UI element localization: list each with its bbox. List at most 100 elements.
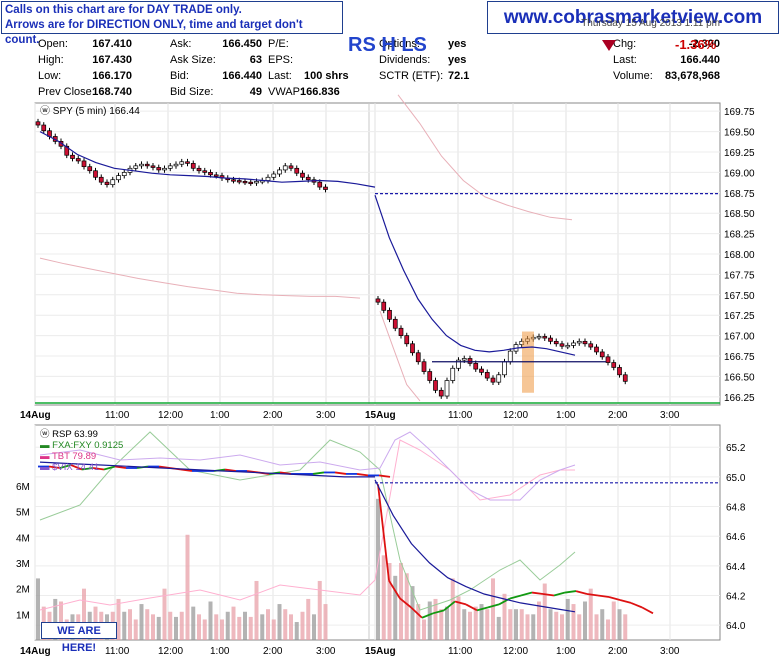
candle-body-day1: [242, 181, 248, 184]
candle-body-day1: [196, 167, 202, 172]
indicator-axis-label: 1:00: [556, 646, 576, 657]
volume-bar-day2: [422, 619, 426, 640]
volume-bar-day1: [185, 534, 190, 640]
indicator-axis-label: 2:00: [608, 646, 628, 657]
quote-label: Bid:: [170, 70, 189, 82]
candle-body-day2: [444, 380, 450, 397]
candle-body-day2: [622, 374, 628, 382]
price-axis-tick: 169.50: [724, 128, 755, 139]
volume-bar-day1: [254, 580, 259, 640]
volume-bar-day1: [277, 604, 282, 640]
candle-body-day2: [617, 367, 622, 376]
volume-bar-day2: [479, 604, 484, 640]
volume-bar-day1: [116, 598, 121, 640]
indicator-axis-label: 12:00: [158, 646, 183, 657]
price-axis-label: 12:00: [158, 410, 183, 421]
candle-body-day1: [213, 174, 219, 177]
candle-body-day1: [202, 170, 208, 173]
indicator-axis-tick: 65.2: [726, 443, 746, 454]
bollinger-upper-day2: [397, 94, 573, 221]
quote-value: 166.440: [222, 70, 262, 82]
volume-bar-day2: [508, 609, 513, 640]
candle-body-day2: [605, 356, 611, 363]
quote-label: VWAP:: [268, 86, 304, 98]
rsp-segment-day1: [312, 471, 325, 475]
candle-body-day1: [179, 161, 185, 165]
price-axis-label: 2:00: [608, 410, 628, 421]
candle-body-day2: [415, 352, 421, 363]
candle-body-day1: [133, 165, 139, 169]
candle-body-day1: [300, 172, 305, 178]
volume-bar-day2: [468, 611, 472, 640]
indicator-legend-item: ▬ TBT 79.89: [40, 451, 96, 462]
volume-bar-day2: [456, 596, 461, 640]
quote-label: EPS:: [268, 54, 294, 66]
volume-bar-day2: [439, 609, 444, 640]
fxa-fxy-line: [39, 431, 576, 611]
quote-value: 166.836: [300, 86, 340, 98]
rsp-segment-day1: [114, 465, 127, 469]
volume-bar-day1: [283, 609, 288, 640]
volume-bar-day1: [168, 611, 173, 640]
price-axis-tick: 166.25: [724, 393, 755, 404]
candle-body-day1: [35, 121, 41, 126]
price-axis-label: 1:00: [210, 410, 230, 421]
candle-body-day1: [288, 165, 294, 169]
rsp-segment-day2: [465, 603, 478, 612]
indicator-axis-label: 12:00: [503, 646, 528, 657]
rsp-segment-day2: [542, 593, 555, 597]
volume-bar-day1: [271, 619, 276, 640]
price-axis-tick: 168.75: [724, 189, 755, 200]
volume-bar-day2: [542, 583, 547, 640]
rsp-segment-day1: [70, 464, 83, 471]
quote-value: yes: [448, 54, 467, 66]
candle-body-day1: [75, 158, 81, 162]
quote-label: Options:: [379, 38, 420, 50]
candle-body-day2: [421, 361, 427, 372]
volume-bar-day2: [623, 614, 628, 640]
price-axis-tick: 166.50: [724, 372, 755, 383]
site-url-banner[interactable]: www.cobrasmarketview.com: [487, 1, 779, 34]
volume-bar-day1: [294, 622, 299, 640]
quote-value: 100 shrs: [304, 70, 349, 82]
candle-body-day1: [254, 181, 259, 184]
rsp-segment-day2: [443, 600, 456, 612]
volume-bar-day2: [565, 598, 570, 640]
rsp-segment-day1: [334, 471, 347, 475]
candle-body-day2: [450, 367, 456, 381]
candle-body-day2: [467, 358, 473, 364]
volume-bar-day1: [128, 609, 132, 640]
candle-body-day1: [121, 172, 127, 176]
quote-label: Open:: [38, 38, 68, 50]
price-axis-tick: 169.00: [724, 168, 755, 179]
candle-body-day2: [588, 343, 594, 348]
rsp-segment-day2: [377, 484, 390, 581]
volume-bar-day2: [450, 578, 455, 640]
volume-bar-day2: [433, 598, 438, 640]
rsp-segment-day2: [630, 602, 643, 609]
volume-bar-day1: [122, 611, 127, 640]
rsp-segment-day2: [410, 606, 423, 619]
volume-bar-day2: [381, 555, 386, 640]
candle-body-day2: [490, 377, 496, 383]
quote-value: 83,678,968: [664, 70, 720, 82]
candle-body-day1: [70, 154, 75, 159]
candle-body-day2: [410, 343, 415, 354]
indicator-axis-tick: 64.8: [726, 503, 746, 514]
volume-bar-day2: [577, 614, 582, 640]
volume-bar-day1: [151, 614, 155, 640]
rsp-ma-day2: [374, 479, 576, 613]
candle-body-day2: [611, 362, 617, 368]
volume-bar-day2: [393, 575, 398, 640]
quote-value: yes: [448, 38, 467, 50]
volume-bar-day1: [191, 606, 196, 640]
rsp-segment-day1: [59, 464, 72, 469]
candle-body-day1: [64, 145, 70, 156]
volume-bar-day1: [139, 604, 144, 640]
volume-bar-day1: [36, 578, 40, 640]
candle-body-day2: [571, 342, 576, 346]
volume-bar-day1: [174, 616, 178, 640]
indicator-axis-label: 11:00: [448, 646, 473, 657]
indicator-axis-label: 3:00: [660, 646, 680, 657]
